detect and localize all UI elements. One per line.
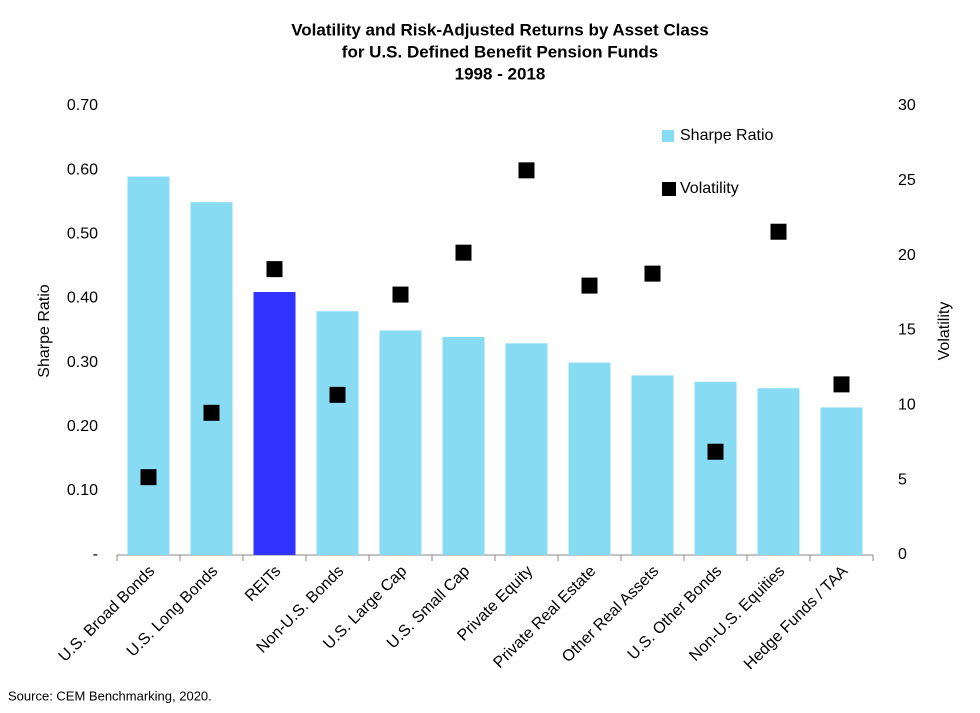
y2-tick-label: 30 bbox=[898, 97, 916, 114]
y-tick-label: 0.40 bbox=[67, 290, 98, 307]
bar bbox=[379, 330, 422, 555]
point bbox=[266, 261, 283, 278]
point bbox=[770, 223, 787, 240]
chart-title: 1998 - 2018 bbox=[455, 64, 546, 83]
source-note: Source: CEM Benchmarking, 2020. bbox=[8, 688, 212, 703]
y-tick-label: - bbox=[93, 546, 98, 563]
y2-tick-label: 5 bbox=[898, 471, 907, 488]
bar bbox=[316, 311, 359, 555]
point bbox=[707, 443, 724, 460]
y-tick-label: 0.30 bbox=[67, 354, 98, 371]
y2-axis-label: Volatility bbox=[936, 302, 953, 361]
y-tick-label: 0.60 bbox=[67, 161, 98, 178]
point bbox=[644, 265, 661, 282]
legend-label: Volatility bbox=[680, 180, 739, 197]
y-axis-label: Sharpe Ratio bbox=[36, 284, 53, 377]
point bbox=[581, 277, 598, 294]
legend-label: Sharpe Ratio bbox=[680, 127, 773, 144]
point bbox=[140, 469, 157, 486]
bar bbox=[820, 407, 863, 555]
y2-tick-label: 10 bbox=[898, 397, 916, 414]
point bbox=[518, 162, 535, 179]
point bbox=[455, 244, 472, 261]
bar bbox=[190, 202, 233, 555]
bar bbox=[442, 336, 485, 555]
y-tick-label: 0.10 bbox=[67, 482, 98, 499]
x-tick-label: Hedge Funds / TAA bbox=[741, 563, 852, 674]
bar bbox=[757, 388, 800, 555]
point bbox=[329, 386, 346, 403]
y-tick-label: 0.20 bbox=[67, 418, 98, 435]
y2-tick-label: 15 bbox=[898, 322, 916, 339]
bar bbox=[568, 362, 611, 555]
point bbox=[203, 404, 220, 421]
y-tick-label: 0.70 bbox=[67, 97, 98, 114]
chart-title: Volatility and Risk-Adjusted Returns by … bbox=[291, 20, 709, 39]
bar bbox=[631, 375, 674, 555]
bar bbox=[694, 381, 737, 555]
y2-tick-label: 0 bbox=[898, 546, 907, 563]
legend-swatch bbox=[662, 182, 676, 196]
bar bbox=[253, 292, 296, 555]
y2-tick-label: 20 bbox=[898, 247, 916, 264]
y-tick-label: 0.50 bbox=[67, 226, 98, 243]
y2-tick-label: 25 bbox=[898, 172, 916, 189]
bar bbox=[505, 343, 548, 555]
chart-title: for U.S. Defined Benefit Pension Funds bbox=[342, 42, 658, 61]
point bbox=[392, 286, 409, 303]
point bbox=[833, 376, 850, 393]
x-tick-label: REITs bbox=[242, 563, 284, 605]
bar bbox=[127, 176, 170, 556]
legend-swatch bbox=[662, 130, 674, 142]
